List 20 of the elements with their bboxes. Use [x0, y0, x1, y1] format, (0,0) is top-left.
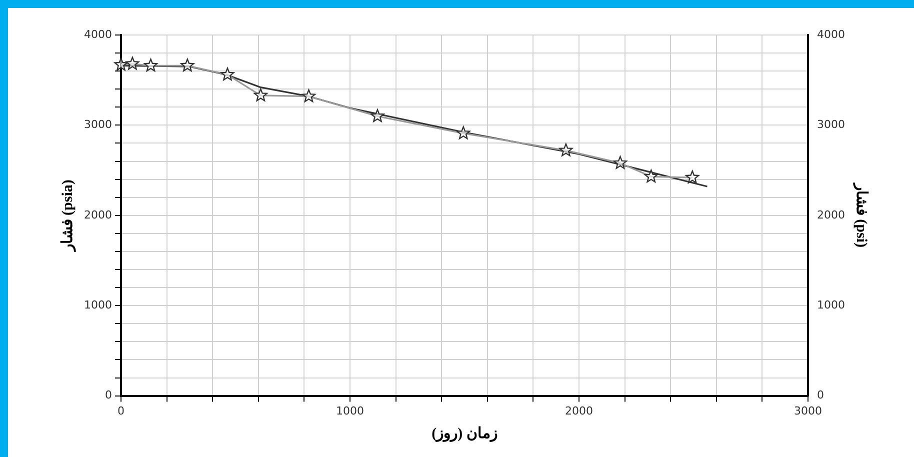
y-axis-title: فشار (psia): [60, 180, 76, 252]
x-tick-label: 0: [117, 404, 124, 418]
y-tick-label: 1000: [84, 298, 112, 312]
y2-tick-label: 4000: [817, 28, 846, 41]
y-tick-label: 3000: [84, 118, 112, 132]
y-tick-label: 0: [104, 388, 112, 402]
x-tick-label: 1000: [336, 404, 364, 418]
point: [302, 89, 316, 102]
y2-axis-title: فشار (psi): [853, 182, 870, 248]
point: [220, 68, 234, 81]
y2-tick-label: 2000: [817, 208, 846, 222]
x-axis-title: زمان (روز): [432, 426, 498, 442]
y-tick-label: 4000: [84, 28, 112, 41]
point: [456, 126, 470, 140]
x-tick-label: 2000: [565, 404, 593, 418]
y2-tick-label: 3000: [817, 118, 846, 132]
y2-tick-label: 0: [817, 388, 824, 402]
y-tick-label: 2000: [84, 208, 112, 222]
y2-tick-label: 1000: [817, 298, 846, 312]
x-tick-label: 3000: [794, 404, 822, 418]
